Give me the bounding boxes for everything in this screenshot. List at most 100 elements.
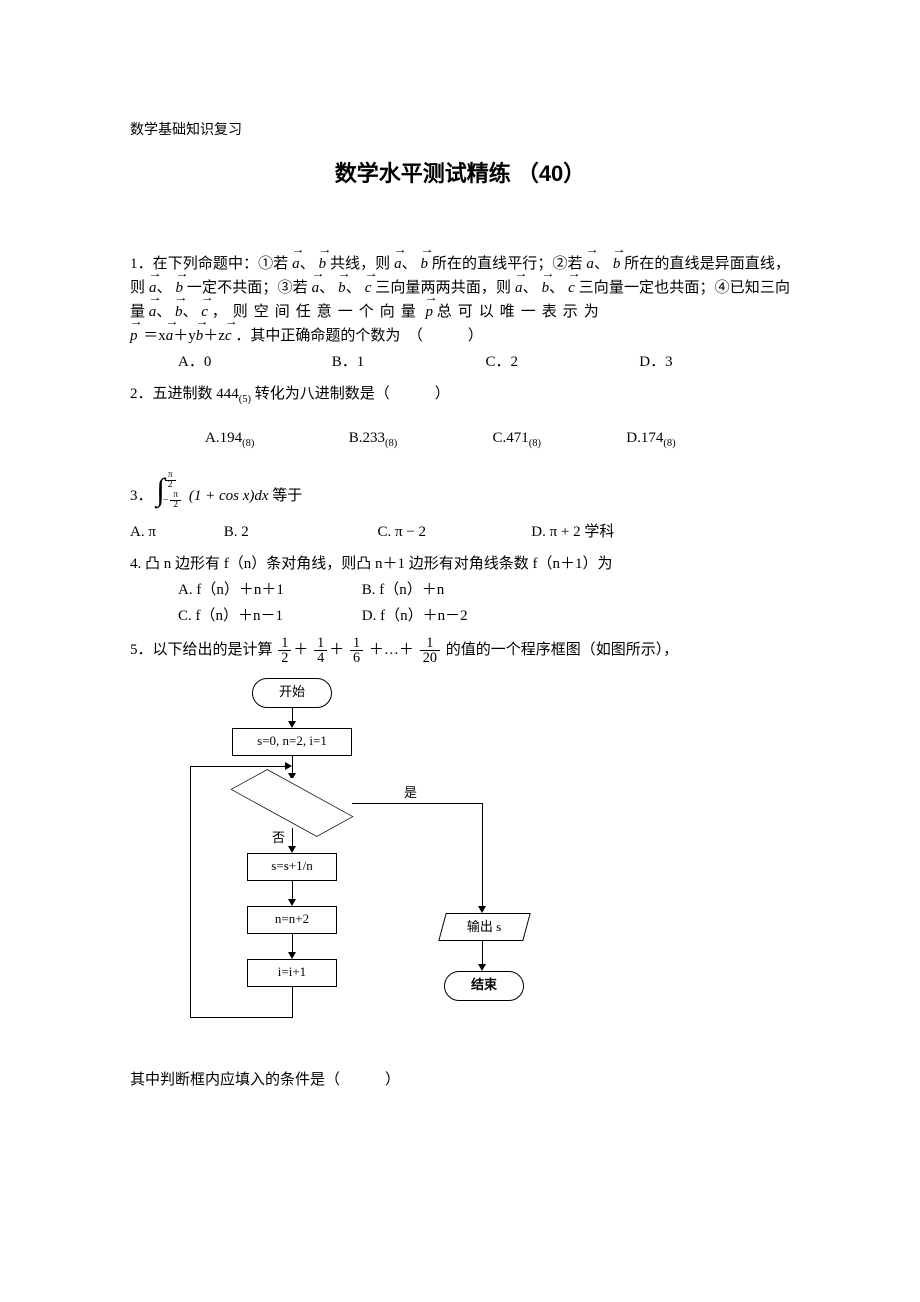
flow-label-no: 否 xyxy=(272,828,285,849)
q2-opt-d-num: 174 xyxy=(641,430,664,446)
q1-tail: ．其中正确命题的个数为 （ ） xyxy=(235,328,483,344)
q2-opt-c-num: 471 xyxy=(506,430,529,446)
q3-opt-a: A. π xyxy=(130,520,220,544)
q3-integrand: (1 + cos x)dx xyxy=(189,488,269,504)
q2-opt-a-num: 194 xyxy=(220,430,243,446)
q5-dots: ＋…＋ xyxy=(369,642,414,658)
q4-opt-b: B. f（n）＋n xyxy=(362,578,512,602)
q1-plus2: ＋z xyxy=(203,328,225,344)
flow-line xyxy=(190,766,191,1018)
flow-line xyxy=(292,881,293,901)
q5-f4d: 20 xyxy=(420,651,440,665)
q5-f1n: 1 xyxy=(278,636,291,651)
arrow-right-icon xyxy=(285,762,292,770)
q4-opt-c: C. f（n）＋n－1 xyxy=(178,604,358,628)
q1-options: A．0 B．1 C．2 D．3 xyxy=(130,350,790,374)
q2-num: 444 xyxy=(216,386,239,402)
vector-a-icon: a xyxy=(515,276,523,300)
vector-a-icon: a xyxy=(166,324,174,348)
q5-tail: 其中判断框内应填入的条件是（ ） xyxy=(130,1068,790,1092)
q2-opt-b-pre: B. xyxy=(349,430,363,446)
q3-lower-den: 2 xyxy=(170,501,181,510)
fraction-icon: 120 xyxy=(420,636,440,666)
q3-opt-d: D. π + 2 学科 xyxy=(531,520,681,544)
q3-label: 3． xyxy=(130,488,153,504)
vector-a-icon: a xyxy=(149,300,157,324)
flow-line xyxy=(292,828,293,848)
flow-step1: s=s+1/n xyxy=(247,853,337,881)
q1-opt-c: C．2 xyxy=(486,350,636,374)
q5-f3n: 1 xyxy=(350,636,363,651)
vector-b-icon: b xyxy=(338,276,346,300)
q5-f4n: 1 xyxy=(420,636,440,651)
vector-c-icon: c xyxy=(225,324,232,348)
flow-line xyxy=(292,987,293,1017)
flow-line xyxy=(482,803,483,908)
q2-opt-c: C.471(8) xyxy=(493,426,623,453)
flowchart: 开始 s=0, n=2, i=1 否 是 s=s+1/n n=n+2 i=i+1… xyxy=(172,678,592,1058)
q5-f1d: 2 xyxy=(278,651,291,665)
q2-opt-d-sub: (8) xyxy=(663,438,675,449)
q5-post: 的值的一个程序框图（如图所示）， xyxy=(446,642,679,658)
q3-lower-neg: − xyxy=(163,495,169,506)
flow-line xyxy=(292,934,293,954)
q1-seg7: ，则空间任意一个向量 xyxy=(212,304,422,320)
question-5: 5．以下给出的是计算 12＋ 14＋ 16 ＋…＋ 120 的值的一个程序框图（… xyxy=(130,636,790,666)
q5-f2n: 1 xyxy=(314,636,327,651)
vector-a-icon: a xyxy=(394,252,402,276)
q2-opt-c-pre: C. xyxy=(493,430,507,446)
q2-opt-d-pre: D. xyxy=(626,430,641,446)
vector-p-icon: p xyxy=(425,300,433,324)
arrow-down-icon xyxy=(288,721,296,728)
flow-line xyxy=(190,766,289,767)
q2-opt-b: B.233(8) xyxy=(349,426,489,453)
q1-opt-a: A．0 xyxy=(178,350,328,374)
vector-b-icon: b xyxy=(542,276,550,300)
q1-seg8: 总可以唯一表示为 xyxy=(437,304,605,320)
q2-pre: 2．五进制数 xyxy=(130,386,213,402)
flow-line xyxy=(190,1017,293,1018)
vector-p-icon: p xyxy=(130,324,138,348)
fraction-icon: 12 xyxy=(278,636,291,666)
q4-options-row1: A. f（n）＋n＋1 B. f（n）＋n xyxy=(130,578,790,602)
q2-opt-b-sub: (8) xyxy=(385,438,397,449)
q5-f2d: 4 xyxy=(314,651,327,665)
flow-output: 输出 s xyxy=(438,913,531,941)
flow-decision xyxy=(232,778,352,828)
arrow-down-icon xyxy=(478,964,486,971)
arrow-down-icon xyxy=(288,846,296,853)
q3-options: A. π B. 2 C. π − 2 D. π + 2 学科 xyxy=(130,520,790,544)
question-3: 3． ∫ π2 −π2 (1 + cos x)dx 等于 xyxy=(130,471,790,510)
q2-opt-d: D.174(8) xyxy=(626,426,726,453)
flow-label-yes: 是 xyxy=(404,783,417,804)
vector-a-icon: a xyxy=(312,276,320,300)
q5-f3d: 6 xyxy=(350,651,363,665)
q1-seg2: 所在的直线平行；②若 xyxy=(432,256,583,272)
flow-end: 结束 xyxy=(444,971,524,1001)
question-2: 2．五进制数 444(5) 转化为八进制数是（ ） xyxy=(130,382,790,409)
vector-b-icon: b xyxy=(613,252,621,276)
vector-b-icon: b xyxy=(196,324,204,348)
q3-tail: 等于 xyxy=(272,488,302,504)
q1-formula-prefix: ＝x xyxy=(143,328,166,344)
flow-step2: n=n+2 xyxy=(247,906,337,934)
q2-opt-a-sub: (8) xyxy=(242,438,254,449)
question-4: 4. 凸 n 边形有 f（n）条对角线，则凸 n＋1 边形有对角线条数 f（n＋… xyxy=(130,552,790,576)
q5-pre: 5．以下给出的是计算 xyxy=(130,642,273,658)
q2-options: A.194(8) B.233(8) C.471(8) D.174(8) xyxy=(130,426,790,453)
arrow-down-icon xyxy=(478,906,486,913)
q2-opt-a-pre: A. xyxy=(205,430,220,446)
flow-start: 开始 xyxy=(252,678,332,708)
arrow-down-icon xyxy=(288,899,296,906)
q3-opt-b: B. 2 xyxy=(224,520,374,544)
arrow-down-icon xyxy=(288,952,296,959)
page-root: 数学基础知识复习 数学水平测试精练 （40） 1．在下列命题中：①若 a、 b … xyxy=(0,0,920,1302)
q1-opt-b: B．1 xyxy=(332,350,482,374)
fraction-icon: 14 xyxy=(314,636,327,666)
q2-opt-c-sub: (8) xyxy=(529,438,541,449)
q4-opt-a: A. f（n）＋n＋1 xyxy=(178,578,358,602)
q1-seg5: 三向量两两共面，则 xyxy=(375,280,511,296)
q2-opt-b-num: 233 xyxy=(363,430,386,446)
q4-opt-d: D. f（n）＋n－2 xyxy=(362,604,512,628)
q1-opt-d: D．3 xyxy=(639,350,789,374)
